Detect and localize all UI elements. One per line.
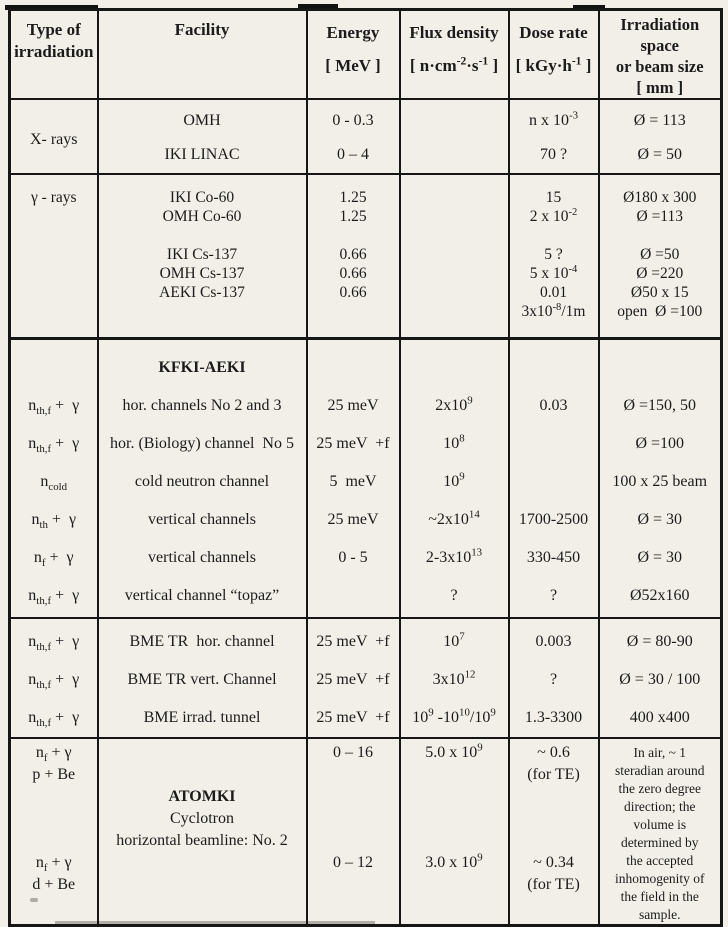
bme-dose-cell: 0.003? 1.3-3300 — [507, 617, 600, 739]
atomki-flux-cell: 5.0 x 109 3.0 x 109 — [398, 737, 510, 927]
header-facility: Facility — [96, 8, 308, 100]
bme-energy-cell: 25 meV +f 25 meV +f 25 meV +f — [305, 617, 401, 739]
xrays-flux-cell — [398, 98, 510, 175]
gamma-space-cell: Ø180 x 300 Ø =113 Ø =50 Ø =220 Ø50 x 15 open… — [597, 173, 723, 340]
bme-type-cell: nth,f + γ nth,f + γ nth,f + γ — [8, 617, 99, 739]
kfki-type-cell: nth,f + γ nth,f + γ ncold nth + γ nf + γ nth,… — [8, 337, 99, 619]
section-kfki-aeki: nth,f + γ nth,f + γ ncold nth + γ nf + γ nth,… — [8, 337, 723, 619]
gamma-flux-cell — [398, 173, 510, 340]
xrays-energy-cell: 0 - 0.3 0 – 4 — [305, 98, 401, 175]
table-header-row: Type of irradiation Facility Energy[ MeV … — [8, 8, 723, 100]
gamma-dose-cell: 15 2 x 10-2 5 ? 5 x 10-4 0.01 3x10-8/1m — [507, 173, 600, 340]
xrays-type-cell: X- rays — [8, 98, 99, 175]
irradiation-facilities-table: Type of irradiation Facility Energy[ MeV … — [8, 8, 723, 927]
bme-facility-cell: BME TR hor. channel BME TR vert. Channel B… — [96, 617, 308, 739]
bme-space-cell: Ø = 80-90 Ø = 30 / 100 400 x400 — [597, 617, 723, 739]
kfki-facility-cell: KFKI-AEKI hor. channels No 2 and 3 hor. (B… — [96, 337, 308, 619]
kfki-energy-cell: 25 meV 25 meV +f 5 meV 25 meV 0 - 5 — [305, 337, 401, 619]
header-dose-rate: Dose rate[ kGy·h-1 ] — [507, 8, 600, 100]
scan-artifact — [573, 5, 605, 9]
section-gamma-rays: γ - rays IKI Co-60 OMH Co-60 IKI Cs-137 OM… — [8, 173, 723, 340]
kfki-dose-cell: 0.03 1700-2500 330-450? — [507, 337, 600, 619]
bme-flux-cell: 107 3x1012 109 -1010/109 — [398, 617, 510, 739]
header-irradiation-space: Irradiation space or beam size[ mm ] — [597, 8, 723, 100]
atomki-facility-cell: ATOMKI Cyclotron horizontal beamline: No. … — [96, 737, 308, 927]
header-type-of-irradiation: Type of irradiation — [8, 8, 99, 100]
header-energy: Energy[ MeV ] — [305, 8, 401, 100]
xrays-facility-cell: OMH IKI LINAC — [96, 98, 308, 175]
atomki-energy-cell: 0 – 16 0 – 12 — [305, 737, 401, 927]
header-flux-density: Flux density[ n·cm-2·s-1 ] — [398, 8, 510, 100]
xrays-dose-cell: n x 10-3 70 ? — [507, 98, 600, 175]
gamma-facility-cell: IKI Co-60 OMH Co-60 IKI Cs-137 OMH Cs-137 A… — [96, 173, 308, 340]
atomki-dose-cell: ~ 0.6 (for TE) ~ 0.34 (for TE) — [507, 737, 600, 927]
scan-artifact — [298, 4, 338, 10]
gamma-type-cell: γ - rays — [8, 173, 99, 340]
kfki-space-cell: Ø =150, 50 Ø =100 100 x 25 beam Ø = 30 Ø = 3… — [597, 337, 723, 619]
kfki-flux-cell: 2x109 108 109 ~2x1014 2-3x1013? — [398, 337, 510, 619]
section-bme: nth,f + γ nth,f + γ nth,f + γ BME TR hor. … — [8, 617, 723, 739]
xrays-space-cell: Ø = 113 Ø = 50 — [597, 98, 723, 175]
scan-artifact — [5, 5, 98, 10]
gamma-energy-cell: 1.25 1.25 0.66 0.66 0.66 — [305, 173, 401, 340]
atomki-space-cell: In air, ~ 1 steradian around the zero degr… — [597, 737, 723, 927]
section-x-rays: X- rays OMH IKI LINAC 0 - 0.3 0 – 4 n x 10… — [8, 98, 723, 175]
